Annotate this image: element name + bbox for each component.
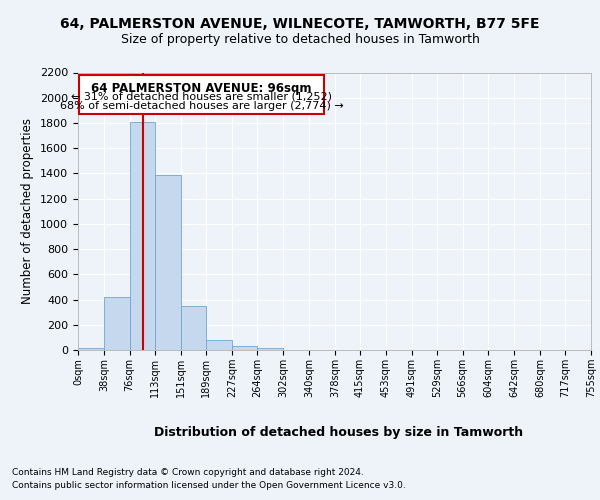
Text: 68% of semi-detached houses are larger (2,774) →: 68% of semi-detached houses are larger (… [60,101,344,111]
Text: Distribution of detached houses by size in Tamworth: Distribution of detached houses by size … [154,426,524,439]
Text: 64 PALMERSTON AVENUE: 96sqm: 64 PALMERSTON AVENUE: 96sqm [91,82,312,95]
Bar [181,306,206,350]
Text: Contains public sector information licensed under the Open Government Licence v3: Contains public sector information licen… [12,480,406,490]
Text: 64, PALMERSTON AVENUE, WILNECOTE, TAMWORTH, B77 5FE: 64, PALMERSTON AVENUE, WILNECOTE, TAMWOR… [60,18,540,32]
Bar [104,297,130,350]
Bar [155,174,181,350]
Y-axis label: Number of detached properties: Number of detached properties [22,118,34,304]
Text: ← 31% of detached houses are smaller (1,252): ← 31% of detached houses are smaller (1,… [71,92,332,102]
Text: Size of property relative to detached houses in Tamworth: Size of property relative to detached ho… [121,32,479,46]
Bar [232,346,257,350]
Bar [78,348,104,350]
Bar [257,348,283,350]
FancyBboxPatch shape [79,75,324,114]
Bar [130,122,155,350]
Text: Contains HM Land Registry data © Crown copyright and database right 2024.: Contains HM Land Registry data © Crown c… [12,468,364,477]
Bar [206,340,232,350]
